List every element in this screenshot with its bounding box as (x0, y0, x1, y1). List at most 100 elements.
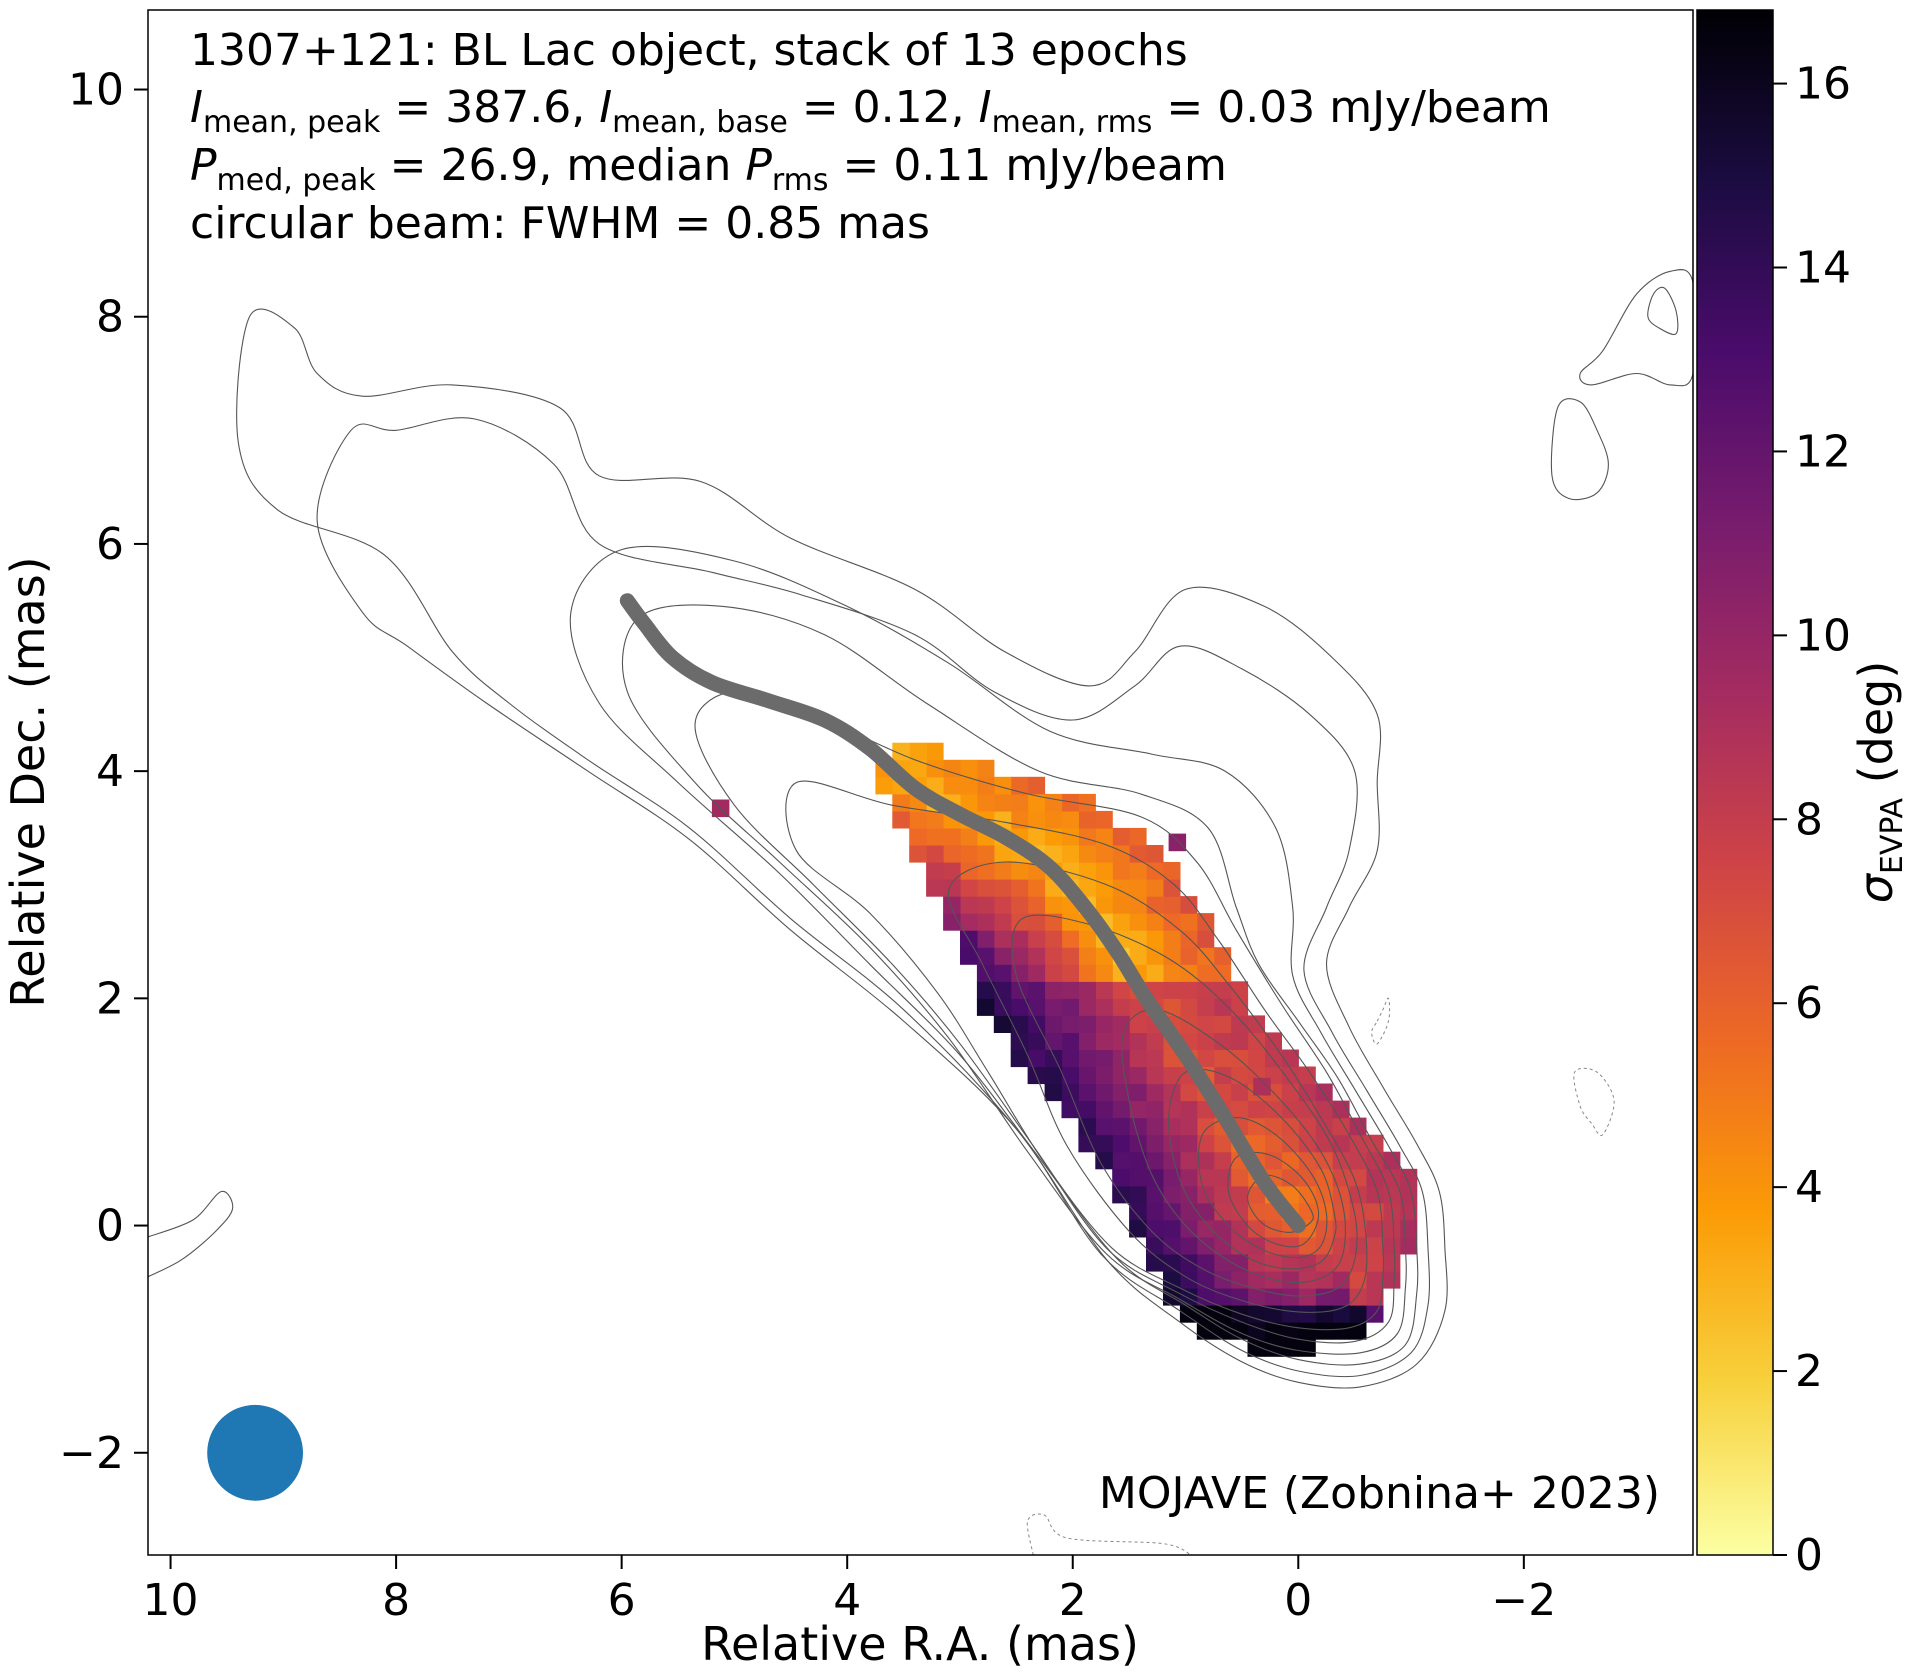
sigma-evpa-pixel (943, 862, 961, 880)
sigma-evpa-pixel (1163, 964, 1181, 982)
sigma-evpa-pixel (960, 793, 978, 812)
colorbar-gradient (1696, 9, 1774, 1556)
sigma-evpa-pixel (1078, 981, 1096, 999)
sigma-evpa-pixel (1129, 1015, 1147, 1033)
sigma-evpa-pixel (1163, 913, 1181, 931)
sigma-evpa-pixel (993, 981, 1012, 999)
sigma-evpa-pixel (1332, 1185, 1350, 1204)
x-tick-label: −2 (1491, 1575, 1556, 1626)
sigma-evpa-pixel (1315, 1134, 1333, 1153)
sigma-evpa-pixel (1146, 1100, 1164, 1119)
sigma-evpa-pixel (1027, 827, 1046, 846)
sigma-evpa-pixel (1264, 1134, 1282, 1153)
sigma-evpa-pixel (1163, 930, 1181, 948)
sigma-evpa-pixel (1281, 1168, 1299, 1187)
sigma-evpa-pixel (1095, 1083, 1113, 1102)
sigma-evpa-pixel (1027, 964, 1046, 982)
sigma-evpa-pixel (1146, 1219, 1164, 1238)
intensity-contour (694, 690, 1396, 1344)
sigma-evpa-pixel (1146, 845, 1164, 863)
sigma-evpa-pixel (1010, 947, 1029, 965)
sigma-evpa-pixel (1095, 827, 1113, 846)
sigma-evpa-pixel (1163, 1219, 1181, 1238)
sigma-evpa-pixel (1315, 1151, 1333, 1170)
sigma-evpa-pixel (1095, 1032, 1113, 1050)
sigma-evpa-pixel (1196, 1151, 1215, 1170)
sigma-evpa-pixel (909, 742, 927, 761)
sigma-evpa-pixel (1129, 896, 1147, 914)
sigma-evpa-pixel (1366, 1288, 1384, 1306)
sigma-evpa-pixel (1281, 1254, 1299, 1272)
plot-frame (147, 9, 1694, 1556)
sigma-evpa-pixel (1247, 1236, 1265, 1255)
sigma-evpa-pixel (1044, 930, 1063, 948)
sigma-evpa-pixel (1179, 1151, 1198, 1170)
sigma-evpa-pixel (1315, 1236, 1333, 1255)
sigma-evpa-pixel (1253, 1077, 1271, 1096)
sigma-evpa-pixel (976, 930, 995, 948)
sigma-evpa-pixel (1078, 1015, 1096, 1033)
sigma-evpa-pixel (1213, 998, 1232, 1016)
colorbar-tick-label: 2 (1795, 1346, 1823, 1397)
sigma-evpa-pixel (1163, 896, 1181, 914)
sigma-evpa-pixel (1146, 1202, 1164, 1221)
sigma-evpa-pixel (1281, 1083, 1299, 1102)
sigma-evpa-pixel (1112, 1151, 1130, 1170)
sigma-evpa-pixel (1230, 1049, 1249, 1068)
sigma-evpa-pixel (1247, 1202, 1265, 1221)
sigma-evpa-pixel (1298, 1066, 1316, 1085)
info-line-4: circular beam: FWHM = 0.85 mas (190, 198, 930, 249)
plot-area (147, 9, 1694, 1556)
sigma-evpa-pixel (976, 998, 995, 1016)
sigma-evpa-pixel (1146, 947, 1164, 965)
sigma-evpa-pixel (1315, 1322, 1333, 1340)
sigma-evpa-pixel (1298, 1288, 1316, 1306)
sigma-evpa-pixel (1196, 998, 1215, 1016)
sigma-evpa-pixel (1163, 1151, 1181, 1170)
sigma-evpa-pixel (909, 827, 927, 846)
sigma-evpa-pixel (1213, 1185, 1232, 1204)
sigma-evpa-pixel (1213, 1066, 1232, 1085)
colorbar-tick-label: 4 (1795, 1162, 1823, 1213)
sigma-evpa-pixel (1112, 1168, 1130, 1187)
colorbar-label-sub: EVPA (1875, 797, 1905, 874)
sigma-evpa-pixel (1179, 1117, 1198, 1136)
sigma-evpa-pixel (1112, 827, 1130, 846)
sigma-evpa-pixel (1332, 1305, 1350, 1323)
colorbar-tick-label: 0 (1795, 1530, 1823, 1581)
sigma-evpa-pixel (1382, 1185, 1401, 1204)
sigma-evpa-pixel (1146, 879, 1164, 897)
sigma-evpa-pixel (1095, 1066, 1113, 1085)
sigma-evpa-pixel (1196, 1117, 1215, 1136)
sigma-evpa-pixel (909, 845, 927, 863)
sigma-evpa-pixel (1129, 913, 1147, 931)
sigma-evpa-pixel (1010, 793, 1029, 812)
negative-contour (1026, 1513, 1192, 1555)
sigma-evpa-pixel (1010, 1015, 1029, 1033)
sigma-evpa-pixel (1349, 1254, 1367, 1272)
sigma-evpa-pixel (909, 759, 927, 778)
sigma-evpa-pixel (1349, 1151, 1367, 1170)
sigma-evpa-pixel (1264, 1219, 1282, 1238)
sigma-evpa-pixel (1230, 1083, 1249, 1102)
sigma-evpa-pixel (1061, 845, 1079, 863)
sigma-evpa-pixel (993, 776, 1012, 795)
sigma-evpa-pixel (1179, 1236, 1198, 1255)
sigma-evpa-pixel (1163, 1100, 1181, 1119)
sigma-evpa-pixel (1095, 879, 1113, 897)
colorbar: 0 2 4 6 8 10 12 14 16 σEVPA (deg) (1696, 9, 1905, 1581)
sigma-evpa-pixel (1146, 930, 1164, 948)
sigma-evpa-pixel (1129, 827, 1147, 846)
intensity-contour (947, 861, 1368, 1313)
info-i-symbol-3: I (979, 82, 992, 133)
sigma-evpa-pixel (1298, 1202, 1316, 1221)
sigma-evpa-pixel (976, 862, 995, 880)
sigma-evpa-pixel (1044, 981, 1063, 999)
sigma-evpa-pixel (960, 827, 978, 846)
sigma-evpa-pixel (1213, 947, 1232, 965)
sigma-evpa-pixel (1078, 964, 1096, 982)
sigma-evpa-pixel (1163, 1168, 1181, 1187)
sigma-evpa-pixel (1095, 1015, 1113, 1033)
intensity-contour (1227, 1151, 1320, 1248)
sigma-evpa-pixel (1010, 964, 1029, 982)
